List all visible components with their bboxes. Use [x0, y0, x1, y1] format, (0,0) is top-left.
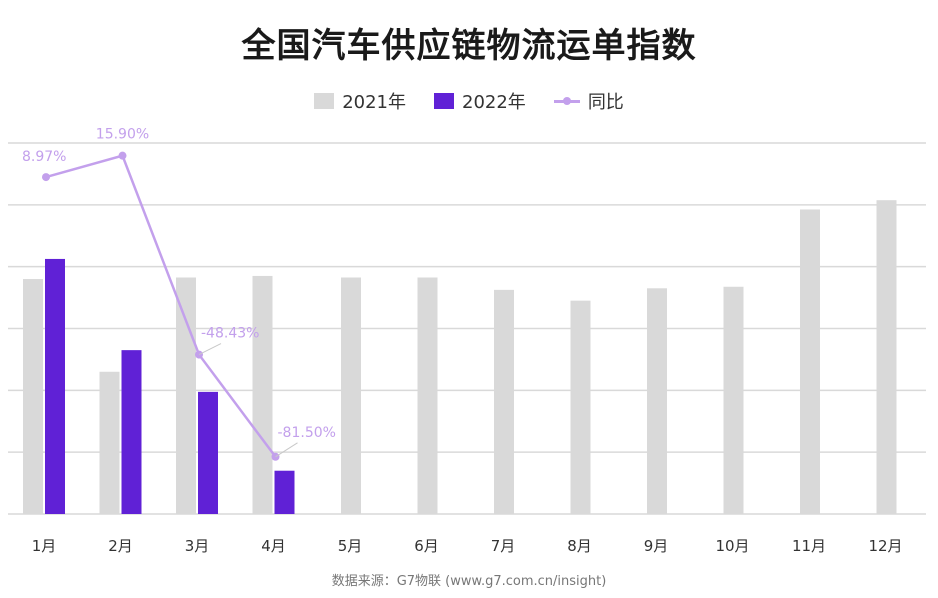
bar-2022: [274, 470, 295, 514]
legend-label-2021: 2021年: [342, 92, 406, 113]
x-tick-label: 2月: [108, 537, 133, 555]
legend-swatch-2022: [434, 93, 454, 109]
yoy-data-label: 8.97%: [22, 149, 66, 165]
yoy-data-label: -81.50%: [278, 425, 336, 441]
bar-2021: [417, 277, 438, 514]
yoy-line: [45, 154, 277, 458]
bar-2021: [800, 209, 820, 515]
chart-plot: 1月 2月 3月 4月 5月 6月 7月 8月 9月 10月 11月 12月 8.97% 15.90% -4…: [8, 127, 926, 555]
yoy-data-label: 15.90%: [96, 127, 149, 143]
x-tick-label: 1月: [32, 537, 57, 555]
x-tick-label: 4月: [261, 537, 286, 555]
bar-2021: [647, 288, 667, 514]
x-tick-label: 6月: [414, 537, 439, 555]
bar-2022: [198, 391, 218, 514]
bar-2021: [252, 275, 273, 514]
yoy-label-leader: [275, 442, 298, 458]
bar-2021: [570, 300, 591, 514]
bar-2021: [876, 200, 897, 514]
bar-2021: [494, 289, 514, 514]
bar-2021: [176, 277, 196, 514]
bar-2022: [121, 350, 142, 514]
x-tick-label: 7月: [491, 537, 516, 555]
x-tick-label: 11月: [792, 537, 826, 555]
bar-2021: [723, 286, 744, 514]
source-note: 数据来源：G7物联 (www.g7.com.cn/insight): [331, 574, 607, 589]
yoy-label-leader: [198, 343, 222, 356]
yoy-data-label: -48.43%: [201, 326, 259, 342]
bar-2021: [23, 279, 43, 514]
bar-2021: [99, 371, 120, 514]
legend: 2021年 2022年 同比: [0, 88, 938, 114]
legend-item-2021: 2021年: [314, 88, 406, 114]
chart-title: 全国汽车供应链物流运单指数: [241, 26, 697, 66]
bar-2022: [45, 258, 65, 514]
legend-swatch-yoy: [553, 95, 580, 107]
x-tick-label: 10月: [715, 537, 749, 555]
x-tick-label: 9月: [644, 537, 669, 555]
x-tick-label: 3月: [185, 537, 210, 555]
x-tick-label: 8月: [567, 537, 592, 555]
legend-label-2022: 2022年: [462, 92, 526, 113]
bar-2021: [341, 277, 361, 514]
x-tick-label: 12月: [868, 537, 902, 555]
yoy-point: [118, 151, 127, 160]
legend-swatch-2021: [314, 93, 335, 109]
legend-label-yoy: 同比: [587, 92, 624, 113]
legend-item-yoy: 同比: [553, 88, 624, 114]
legend-item-2022: 2022年: [434, 88, 526, 114]
yoy-point: [42, 173, 50, 182]
x-tick-label: 5月: [338, 537, 363, 555]
